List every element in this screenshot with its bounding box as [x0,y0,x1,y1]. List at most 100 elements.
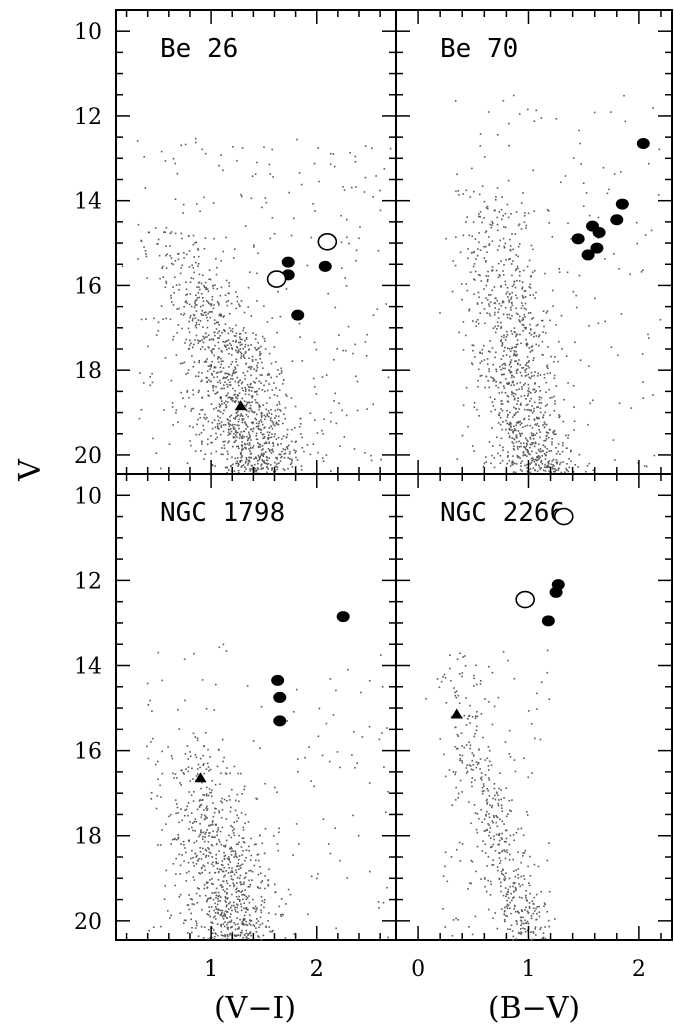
field-star [449,769,451,771]
field-star [208,291,210,293]
field-star [215,906,217,908]
field-star [491,224,493,226]
field-star [537,375,539,377]
field-star [476,726,478,728]
field-star [565,468,567,470]
field-star [169,245,171,247]
field-star [275,415,277,417]
field-star [527,409,529,411]
field-star [219,417,221,419]
field-star [545,391,547,393]
field-star [541,397,543,399]
field-star [276,469,278,471]
field-star [500,886,502,888]
field-star [189,751,191,753]
star-triangle [451,708,463,718]
y-tick-label: 14 [74,655,102,680]
field-star [220,364,222,366]
field-star [516,832,518,834]
field-star [317,452,319,454]
field-star [467,888,469,890]
field-star [522,295,524,297]
field-star [546,404,548,406]
field-star [245,444,247,446]
field-star [506,916,508,918]
field-star [527,910,529,912]
field-star [467,290,469,292]
field-star [214,812,216,814]
field-star [224,402,226,404]
field-star [180,313,182,315]
field-star [235,889,237,891]
field-star [187,372,189,374]
field-star [269,931,271,933]
field-star [232,378,234,380]
field-star [379,190,381,192]
field-star [242,147,244,149]
field-star [256,365,258,367]
field-star [221,934,223,936]
field-star [206,806,208,808]
field-star [580,163,582,165]
field-star [555,324,557,326]
field-star [508,433,510,435]
field-star [221,864,223,866]
field-star [465,190,467,192]
field-star [256,907,258,909]
field-star [214,903,216,905]
field-star [207,444,209,446]
field-star [516,441,518,443]
field-star [489,244,491,246]
field-star [492,290,494,292]
field-star [231,457,233,459]
field-star [256,162,258,164]
field-star [197,419,199,421]
field-star [212,296,214,298]
field-star [244,919,246,921]
field-star [494,457,496,459]
field-star [473,345,475,347]
field-star [618,268,620,270]
field-star [278,401,280,403]
field-star [544,412,546,414]
field-star [352,353,354,355]
field-star [201,443,203,445]
field-star [277,409,279,411]
field-star [364,191,366,193]
field-star [486,829,488,831]
field-star [497,325,499,327]
field-star [489,831,491,833]
field-star [238,425,240,427]
field-star [172,406,174,408]
field-star [250,470,252,472]
field-star [507,416,509,418]
field-star [519,280,521,282]
field-star [333,714,335,716]
field-star [323,818,325,820]
field-star [514,882,516,884]
field-star [242,390,244,392]
field-star [495,332,497,334]
field-star [540,451,542,453]
field-star [469,705,471,707]
field-star [248,850,250,852]
field-star [491,765,493,767]
field-star [198,256,200,258]
field-star [526,368,528,370]
field-star [566,448,568,450]
field-star [201,817,203,819]
field-star [521,388,523,390]
field-star [455,236,457,238]
field-star [473,278,475,280]
field-star [192,389,194,391]
field-star [349,152,351,154]
field-star [488,813,490,815]
field-star [249,434,251,436]
field-star [508,382,510,384]
field-star [487,358,489,360]
field-star [257,402,259,404]
field-star [528,391,530,393]
field-star [237,352,239,354]
field-star [267,468,269,470]
field-star [175,799,177,801]
